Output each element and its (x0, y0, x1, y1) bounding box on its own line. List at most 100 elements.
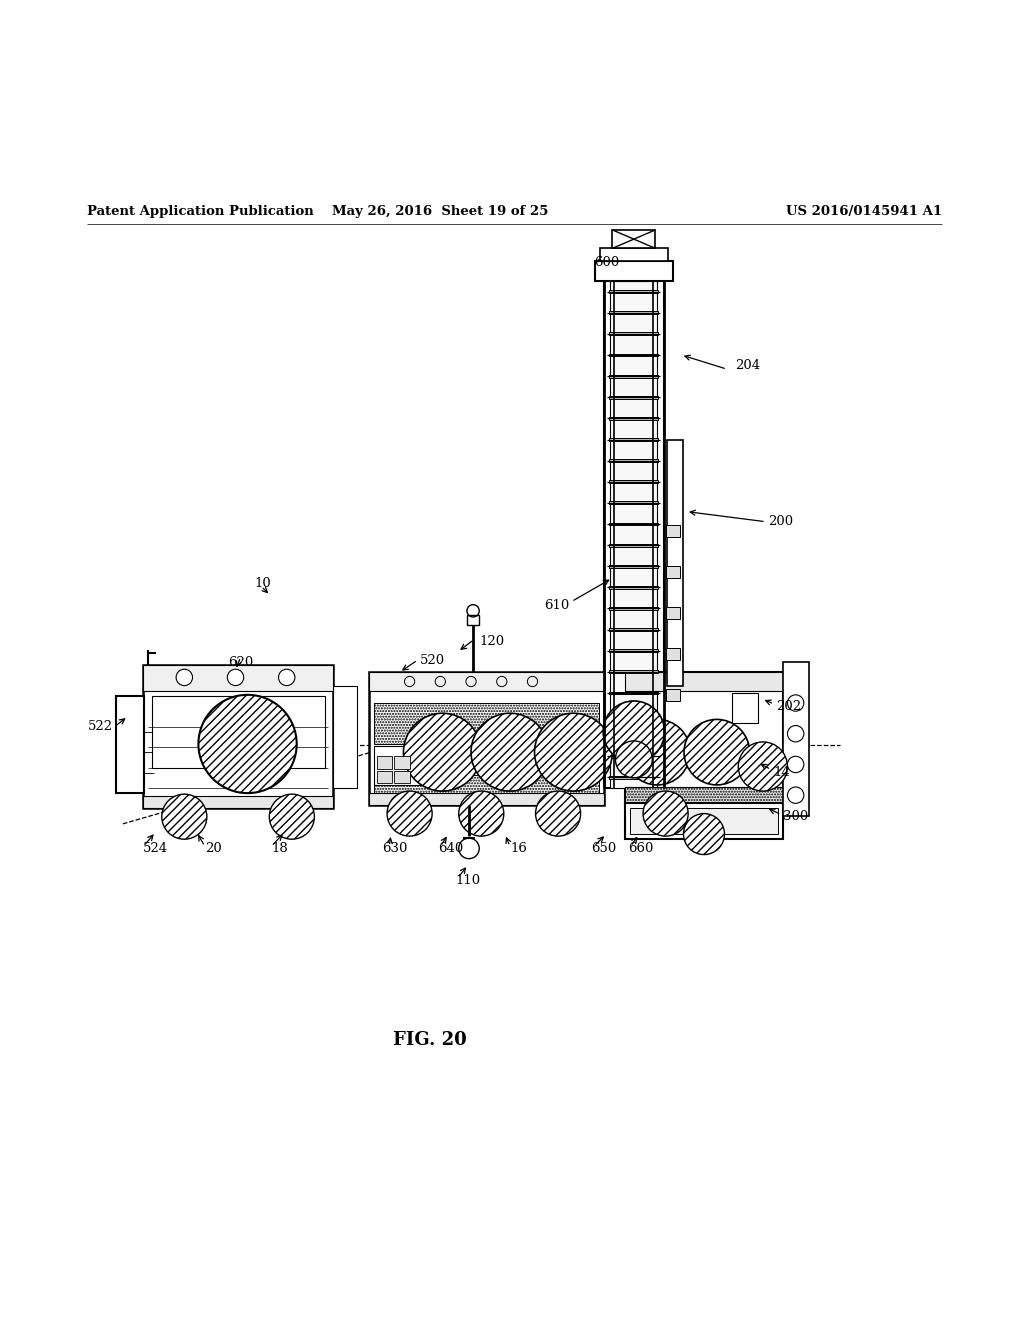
Bar (609, 628, 658, 631)
Text: US 2016/0145941 A1: US 2016/0145941 A1 (786, 205, 942, 218)
Bar (666, 566, 680, 578)
Circle shape (787, 787, 804, 804)
Circle shape (615, 741, 652, 777)
Text: 18: 18 (271, 842, 288, 855)
Text: 202: 202 (776, 700, 802, 713)
Bar (374, 704, 599, 744)
Bar (374, 775, 599, 795)
Bar (609, 290, 658, 293)
Circle shape (625, 719, 690, 785)
Circle shape (279, 669, 295, 685)
Bar (152, 696, 325, 767)
Circle shape (176, 669, 193, 685)
Bar (666, 525, 680, 537)
Bar (609, 755, 658, 758)
Bar (394, 756, 410, 768)
Bar (609, 776, 658, 779)
Circle shape (387, 791, 432, 836)
Bar (609, 396, 658, 399)
Bar (609, 333, 658, 335)
Circle shape (269, 795, 314, 840)
Text: 520: 520 (420, 653, 445, 667)
Text: 16: 16 (510, 842, 526, 855)
Text: 610: 610 (544, 599, 569, 612)
Text: 640: 640 (438, 842, 464, 855)
Bar (666, 648, 680, 660)
Bar (143, 665, 333, 808)
Bar (625, 787, 783, 805)
Bar (666, 689, 680, 701)
Bar (609, 480, 658, 483)
Bar (609, 649, 658, 652)
Circle shape (536, 791, 581, 836)
Text: 14: 14 (773, 766, 790, 779)
Bar (604, 281, 664, 788)
Bar (609, 734, 658, 737)
Text: 630: 630 (382, 842, 408, 855)
Bar (369, 672, 604, 805)
Bar (609, 375, 658, 378)
Bar (595, 260, 673, 281)
Text: Patent Application Publication: Patent Application Publication (87, 205, 313, 218)
Bar (625, 672, 783, 805)
Circle shape (535, 713, 612, 791)
Bar (609, 523, 658, 525)
Bar (666, 607, 680, 619)
Bar (609, 607, 658, 610)
Text: 522: 522 (87, 721, 113, 733)
Bar (610, 281, 657, 788)
Bar (732, 693, 758, 723)
Bar (333, 685, 357, 788)
Text: FIG. 20: FIG. 20 (393, 1031, 467, 1049)
Circle shape (787, 756, 804, 772)
Bar (609, 713, 658, 715)
Text: 660: 660 (628, 842, 653, 855)
Bar (630, 808, 778, 834)
Text: 10: 10 (254, 577, 270, 590)
Text: 120: 120 (479, 635, 505, 648)
Circle shape (471, 713, 549, 791)
Circle shape (603, 701, 665, 763)
Text: 20: 20 (205, 842, 221, 855)
Bar (369, 793, 604, 805)
Text: May 26, 2016  Sheet 19 of 25: May 26, 2016 Sheet 19 of 25 (332, 205, 549, 218)
Circle shape (643, 791, 688, 836)
Circle shape (738, 742, 787, 791)
Circle shape (403, 713, 481, 791)
Bar (394, 771, 410, 783)
Circle shape (459, 791, 504, 836)
Text: 600: 600 (595, 256, 620, 269)
Bar (609, 438, 658, 441)
Bar (116, 696, 144, 793)
Bar (609, 671, 658, 673)
Bar (625, 672, 783, 690)
Text: 620: 620 (228, 656, 253, 668)
Bar (609, 586, 658, 589)
Bar (374, 746, 435, 785)
Circle shape (162, 795, 207, 840)
Bar (369, 672, 604, 690)
Bar (143, 665, 333, 690)
Bar (783, 663, 809, 816)
Text: 204: 204 (735, 359, 761, 372)
Bar (377, 771, 392, 783)
Bar (600, 248, 668, 260)
Circle shape (684, 719, 750, 785)
Text: 524: 524 (143, 842, 169, 855)
Bar (609, 312, 658, 314)
Bar (609, 502, 658, 504)
Bar (467, 615, 479, 626)
Bar (667, 440, 683, 685)
Text: 200: 200 (768, 515, 794, 528)
Text: 650: 650 (591, 842, 616, 855)
Bar (609, 417, 658, 420)
Bar (609, 565, 658, 568)
Text: 110: 110 (456, 874, 481, 887)
Circle shape (227, 669, 244, 685)
Circle shape (787, 694, 804, 711)
Bar (609, 692, 658, 694)
Circle shape (199, 694, 297, 793)
Bar (609, 459, 658, 462)
Bar (612, 230, 655, 248)
Bar (377, 756, 392, 768)
